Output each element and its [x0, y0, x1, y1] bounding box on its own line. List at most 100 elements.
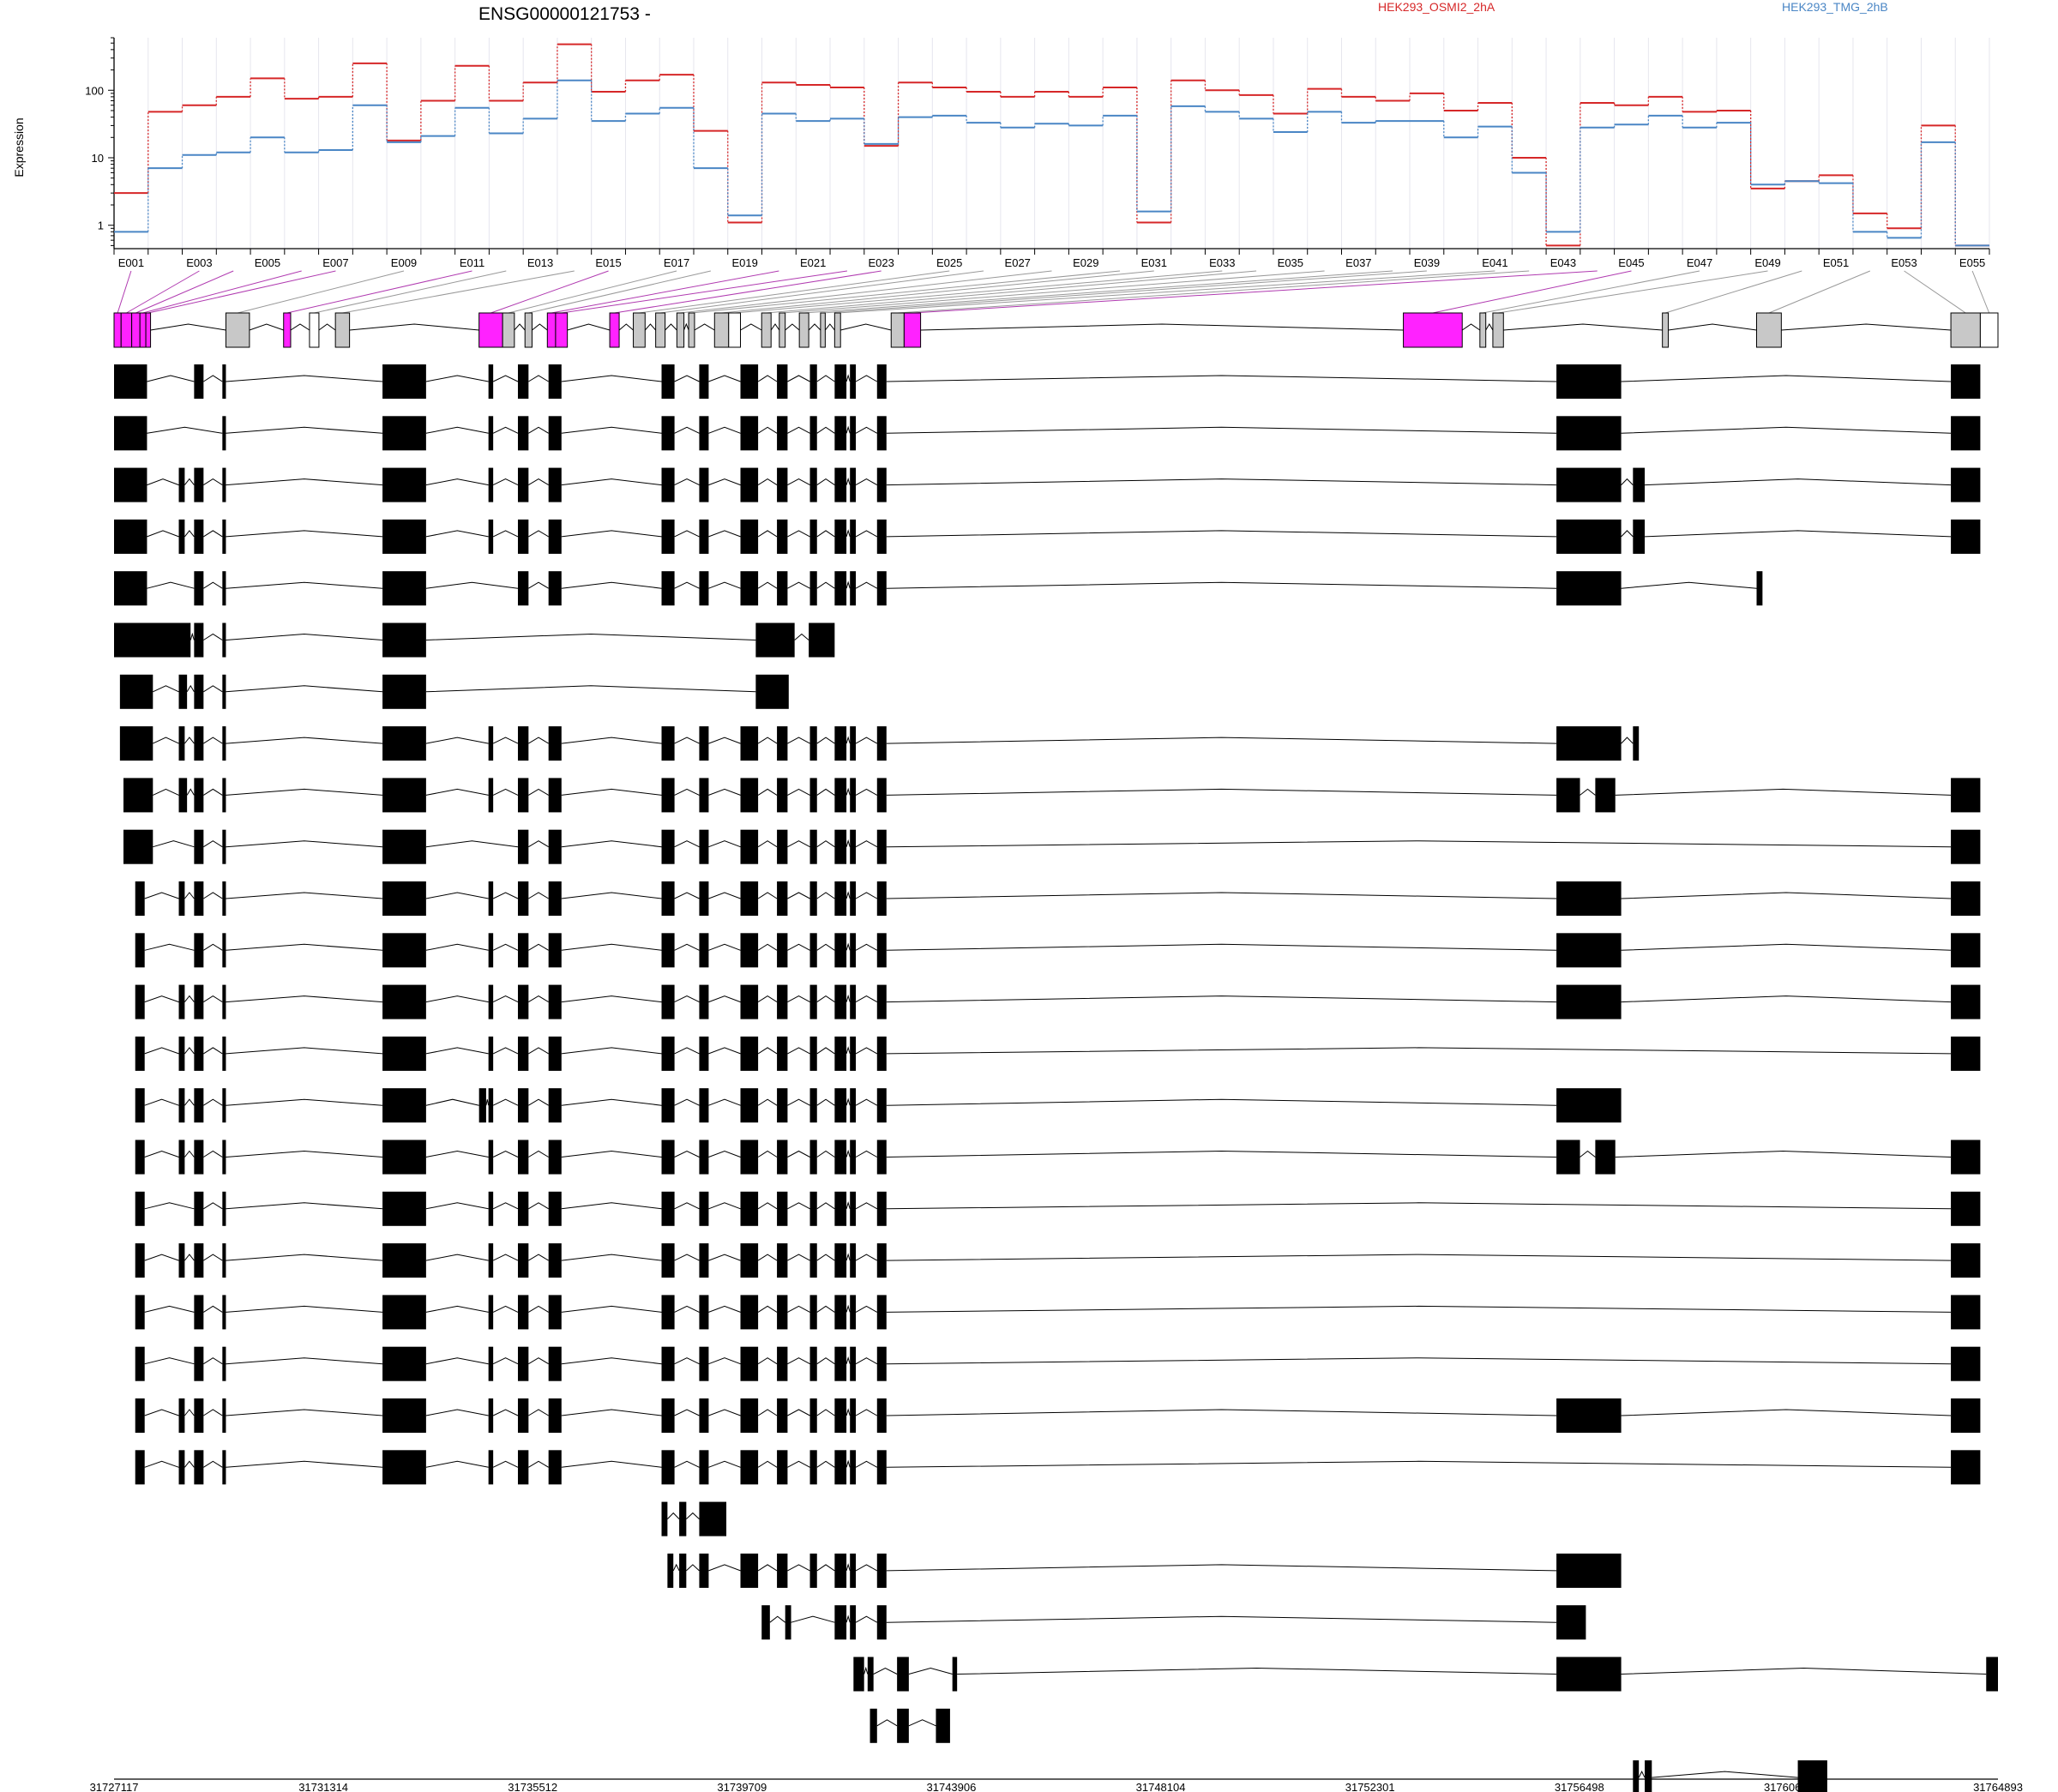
intron-line: [787, 1254, 810, 1261]
transcript-exon: [809, 1398, 817, 1433]
intron-line: [886, 1305, 1952, 1313]
intron-line: [757, 1150, 778, 1158]
transcript-exon: [876, 1243, 887, 1278]
transcript-exon: [382, 1450, 426, 1485]
transcript-exon: [876, 416, 887, 451]
transcript-exon: [661, 1243, 675, 1278]
transcript-exon: [699, 881, 709, 916]
intron-line: [787, 1150, 810, 1158]
transcript-exon: [488, 1140, 494, 1175]
transcript-exon: [876, 1450, 887, 1485]
transcript-exon: [777, 933, 788, 968]
intron-line: [757, 1254, 778, 1261]
intron-line: [816, 478, 835, 486]
transcript-exon: [382, 984, 426, 1019]
intron-line: [561, 530, 662, 538]
genomic-tick-label: 31739709: [717, 1781, 767, 1792]
intron-line: [886, 478, 1557, 486]
intron-line: [845, 1459, 851, 1468]
exon-label: E029: [1073, 256, 1098, 269]
intron-line: [425, 581, 519, 589]
intron-line: [674, 1460, 700, 1468]
transcript-exon: [488, 726, 494, 761]
intron-line: [886, 1098, 1557, 1106]
genomic-tick-label: 31752301: [1345, 1781, 1395, 1792]
transcript-row: [135, 1088, 1622, 1123]
exon-link: [614, 270, 882, 314]
exon-link: [490, 270, 609, 314]
intron-line: [203, 995, 223, 1003]
expression-plot: 1 10 100 E001 E003 E005 E007 E009 E011 E013 E015 E0…: [85, 37, 1990, 269]
transcript-row: [1633, 1760, 1827, 1792]
intron-line: [561, 943, 662, 951]
transcript-exon: [488, 519, 494, 554]
transcript-exon: [809, 1295, 817, 1330]
intron-line: [708, 1305, 741, 1313]
transcript-exon: [1556, 571, 1622, 606]
transcript-exon: [194, 829, 204, 864]
series-0: [114, 43, 1989, 247]
intron-line: [791, 1615, 835, 1623]
intron-line: [855, 478, 878, 486]
transcript-exon: [1951, 933, 1981, 968]
transcript-exon: [478, 1088, 486, 1123]
intron-line: [1645, 530, 1952, 538]
exon-label: E043: [1550, 256, 1576, 269]
intron-line: [349, 323, 479, 331]
intron-line: [855, 426, 878, 434]
intron-line: [1580, 1150, 1596, 1158]
transcript-exon: [517, 726, 529, 761]
genomic-tick-label: 31727117: [90, 1781, 139, 1792]
genomic-tick-label: 31764893: [1973, 1781, 2023, 1792]
model-exon: [1662, 312, 1670, 348]
transcript-exon: [740, 1088, 759, 1123]
intron-line: [757, 1098, 778, 1106]
intron-line: [226, 1098, 383, 1106]
transcript-exon: [194, 933, 204, 968]
intron-line: [561, 1409, 662, 1416]
transcript-exon: [699, 1398, 709, 1433]
intron-line: [144, 1047, 179, 1055]
model-exon: [833, 312, 841, 348]
intron-line: [561, 478, 662, 486]
transcript-exon: [850, 778, 857, 813]
transcript-exon: [1951, 1450, 1981, 1485]
intron-line: [855, 1357, 878, 1365]
intron-line: [561, 1202, 662, 1210]
intron-line: [290, 323, 310, 331]
transcript-exon: [1556, 778, 1580, 813]
intron-line: [886, 1615, 1557, 1623]
transcript-exon: [517, 984, 529, 1019]
intron-line: [873, 1667, 898, 1675]
transcript-exon: [777, 726, 788, 761]
intron-line: [425, 943, 489, 951]
intron-line: [845, 994, 851, 1002]
transcript-exon: [548, 778, 562, 813]
transcript-exon: [178, 881, 185, 916]
intron-line: [816, 530, 835, 538]
exon-link: [734, 270, 1223, 314]
intron-line: [674, 375, 700, 382]
intron-line: [618, 323, 634, 331]
intron-line: [561, 892, 662, 899]
transcript-exon: [517, 519, 529, 554]
intron-line: [492, 788, 519, 796]
intron-line: [184, 1047, 195, 1055]
intron-line: [855, 1202, 878, 1210]
transcript-exon: [834, 1450, 847, 1485]
transcript-exon: [194, 1140, 204, 1175]
transcript-exon: [699, 1553, 709, 1588]
transcript-exon: [488, 1398, 494, 1433]
exon-link: [766, 270, 1257, 314]
intron-line: [757, 1409, 778, 1416]
transcript-row: [119, 674, 789, 709]
transcript-exon: [382, 1295, 426, 1330]
intron-line: [816, 1460, 835, 1468]
exon-link: [561, 270, 847, 314]
transcript-exon: [548, 1191, 562, 1226]
transcript-exon: [1595, 778, 1616, 813]
transcript-row: [135, 1398, 1981, 1433]
transcript-row: [870, 1708, 950, 1743]
transcript-exon: [1633, 726, 1640, 761]
transcript-exon: [548, 881, 562, 916]
